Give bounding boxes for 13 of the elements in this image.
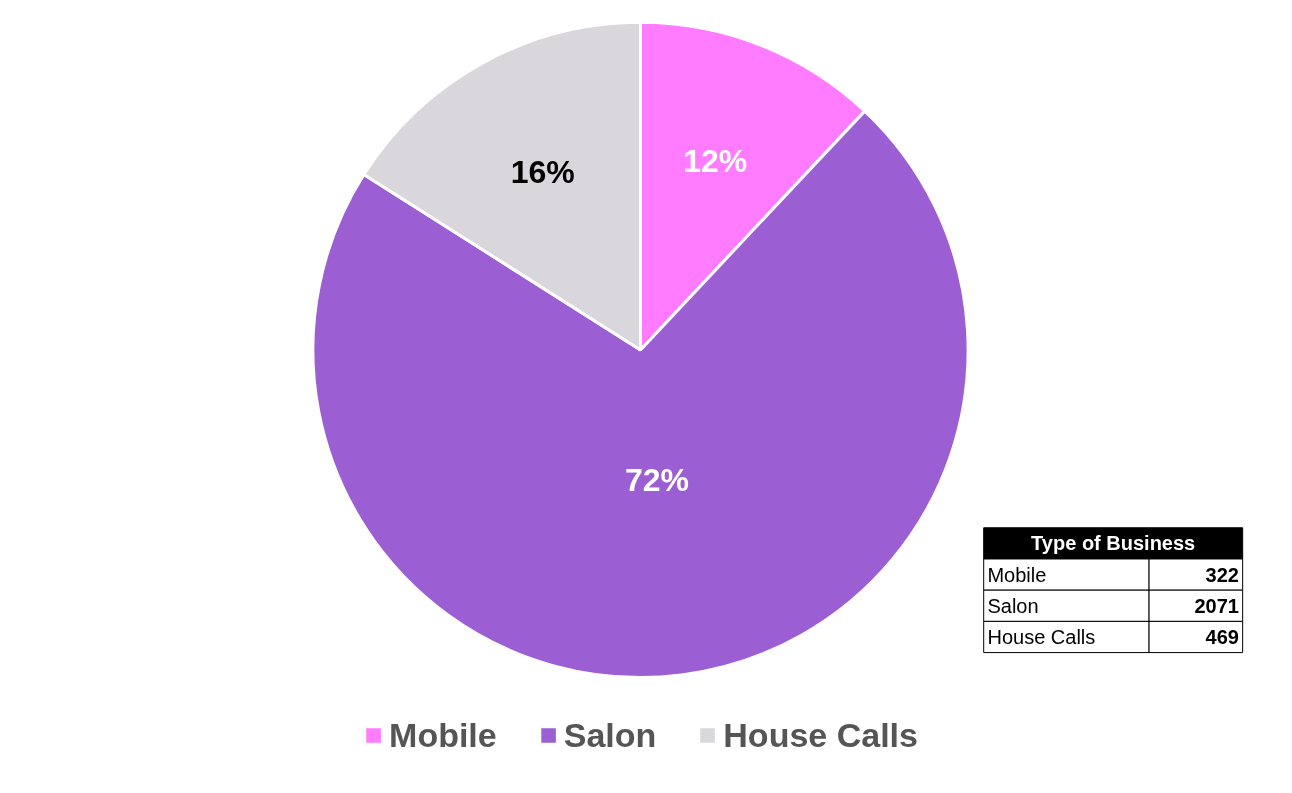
category-label: Mobile bbox=[987, 563, 1047, 586]
legend-label: Mobile bbox=[389, 715, 497, 755]
category-label: House Calls bbox=[987, 625, 1096, 648]
text: Type of Business bbox=[1031, 532, 1196, 555]
category-label: Salon bbox=[987, 594, 1039, 617]
data-label: 2071 bbox=[1194, 594, 1239, 617]
data-label: 16% bbox=[510, 153, 575, 190]
data-label: 12% bbox=[683, 143, 748, 180]
legend-label: House Calls bbox=[723, 715, 918, 755]
legend-label: Salon bbox=[563, 715, 657, 755]
data-label: 322 bbox=[1205, 563, 1239, 586]
data-label: 469 bbox=[1205, 625, 1239, 648]
data-label: 72% bbox=[624, 461, 689, 498]
